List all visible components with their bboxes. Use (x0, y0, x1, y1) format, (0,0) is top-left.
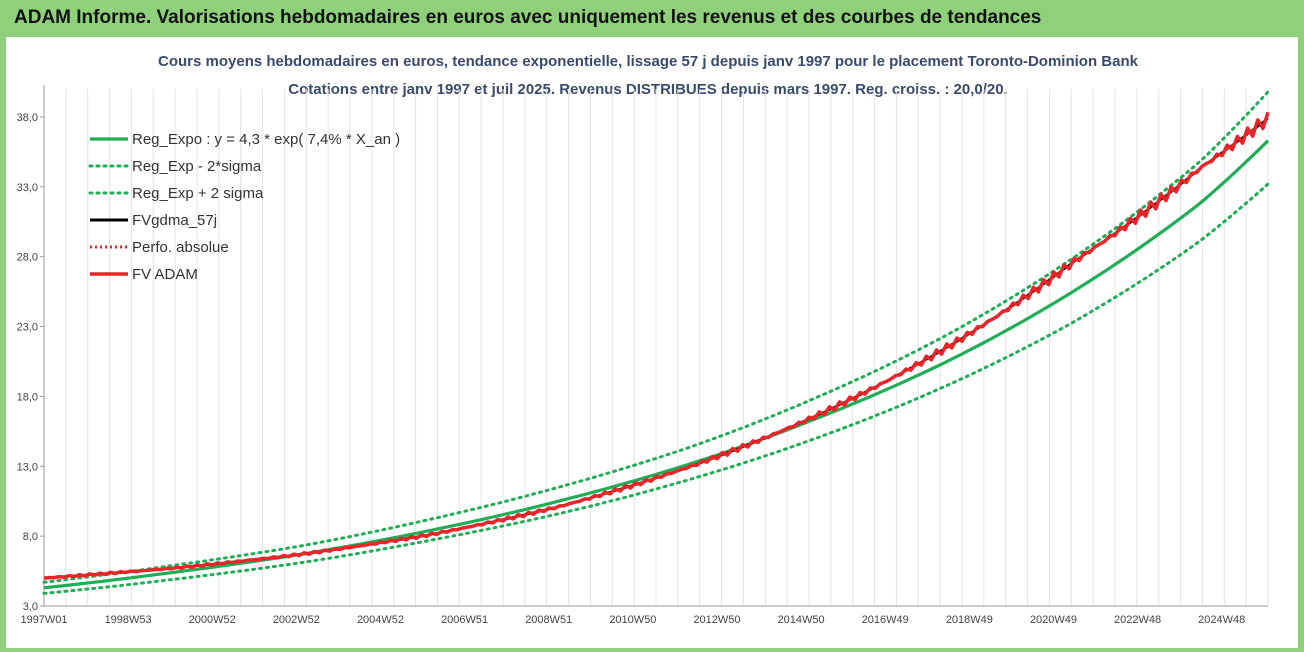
legend-label: FVgdma_57j (132, 212, 217, 229)
y-tick-label: 13,0 (17, 461, 38, 473)
y-tick-label: 38,0 (17, 112, 38, 124)
chart-subtitle: Cotations entre janv 1997 et juil 2025. … (288, 81, 1007, 98)
x-tick-label: 2016W49 (862, 614, 909, 626)
x-tick-label: 2006W51 (441, 614, 488, 626)
x-tick-label: 1997W01 (20, 614, 67, 626)
x-tick-label: 2020W49 (1030, 614, 1077, 626)
series-line-6 (43, 111, 1270, 580)
y-tick-label: 23,0 (17, 322, 38, 334)
x-tick-label: 2022W48 (1114, 614, 1161, 626)
y-tick-label: 8,0 (23, 531, 38, 543)
y-tick-label: 18,0 (17, 391, 38, 403)
y-tick-label: 33,0 (17, 182, 38, 194)
legend-label: FV ADAM (132, 266, 198, 283)
x-tick-label: 2018W49 (946, 614, 993, 626)
y-tick-label: 28,0 (17, 252, 38, 264)
grid-layer (43, 89, 1269, 606)
x-tick-label: 2000W52 (189, 614, 236, 626)
series-layer (42, 90, 1270, 595)
series-line-2 (42, 182, 1270, 595)
series-line-1 (43, 139, 1270, 590)
page-title: ADAM Informe. Valorisations hebdomadaire… (14, 7, 1042, 28)
x-tick-label: 2002W52 (273, 614, 320, 626)
legend-label: Reg_Expo : y = 4,3 * exp( 7,4% * X_an ) (132, 131, 400, 148)
legend-label: Perfo. absolue (132, 239, 229, 256)
x-tick-label: 2004W52 (357, 614, 404, 626)
y-tick-label: 3,0 (23, 601, 38, 613)
legend: Reg_Expo : y = 4,3 * exp( 7,4% * X_an ) R… (88, 131, 400, 283)
axis-layer: 3,0 8,0 13,0 18,0 23,0 28,0 33,0 38,0 1997W01 199… (17, 85, 1268, 626)
x-tick-label: 1998W53 (105, 614, 152, 626)
chart-svg: Cours moyens hebdomadaires en euros, ten… (17, 53, 1270, 626)
x-tick-label: 2024W48 (1198, 614, 1245, 626)
chart-title: Cours moyens hebdomadaires en euros, ten… (158, 53, 1139, 70)
x-tick-label: 2014W50 (778, 614, 825, 626)
legend-label: Reg_Exp + 2 sigma (132, 185, 264, 202)
chart-area: Cours moyens hebdomadaires en euros, ten… (6, 37, 1298, 648)
x-tick-label: 2012W50 (693, 614, 740, 626)
legend-label: Reg_Exp - 2*sigma (132, 158, 262, 175)
x-tick-label: 2010W50 (609, 614, 656, 626)
header-bar: ADAM Informe. Valorisations hebdomadaire… (0, 0, 1304, 36)
x-tick-label: 2008W51 (525, 614, 572, 626)
